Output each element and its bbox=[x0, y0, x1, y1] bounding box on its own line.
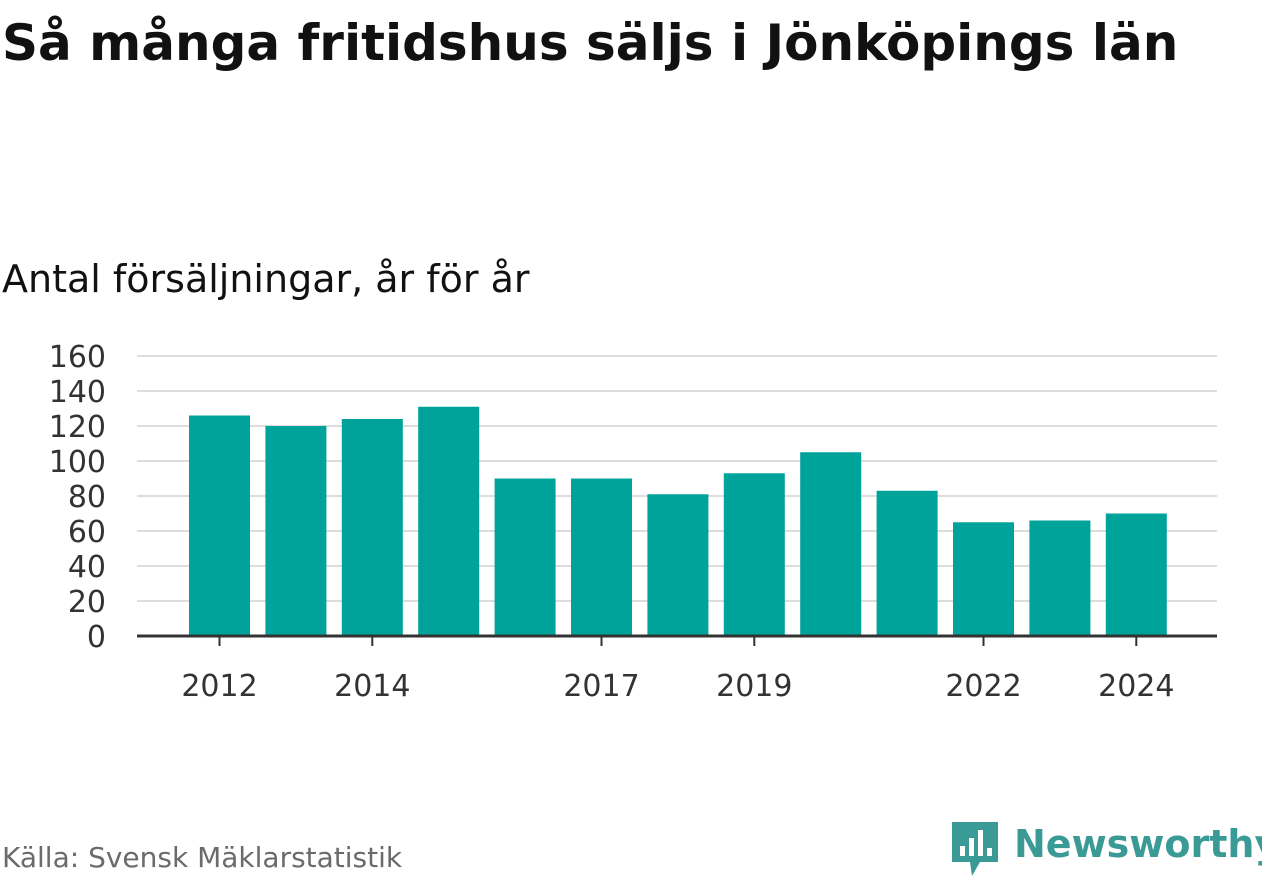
y-tick-label: 160 bbox=[49, 340, 106, 375]
y-tick-label: 120 bbox=[49, 410, 106, 445]
x-tick-label: 2024 bbox=[1098, 669, 1174, 700]
bar-2022 bbox=[953, 522, 1014, 636]
bar-2014 bbox=[341, 419, 403, 636]
bar-2023 bbox=[1029, 520, 1091, 636]
bar-2021 bbox=[876, 490, 938, 636]
bar-2017 bbox=[571, 478, 632, 636]
bar-2016 bbox=[494, 478, 556, 636]
bar-2013 bbox=[265, 426, 327, 636]
y-tick-label: 0 bbox=[87, 620, 106, 655]
x-tick-label: 2022 bbox=[945, 669, 1021, 700]
x-tick-label: 2019 bbox=[716, 669, 792, 700]
x-tick-label: 2012 bbox=[181, 669, 257, 700]
bar-2020 bbox=[800, 452, 862, 636]
y-tick-label: 140 bbox=[49, 375, 106, 410]
bar-2018 bbox=[647, 494, 709, 636]
y-tick-label: 40 bbox=[68, 550, 106, 585]
y-tick-label: 60 bbox=[68, 515, 106, 550]
x-tick-label: 2017 bbox=[563, 669, 639, 700]
bar-2012 bbox=[189, 415, 250, 636]
y-tick-label: 20 bbox=[68, 585, 106, 620]
x-tick-label: 2014 bbox=[334, 669, 410, 700]
bar-2024 bbox=[1105, 513, 1167, 636]
y-tick-label: 80 bbox=[68, 480, 106, 515]
logo-text: Newsworthy bbox=[1014, 822, 1262, 866]
bar-2019 bbox=[723, 473, 785, 636]
source-note: Källa: Svensk Mäklarstatistik bbox=[2, 841, 403, 874]
chart-title: Så många fritidshus säljs i Jönköpings l… bbox=[2, 14, 1179, 72]
newsworthy-bar-icon bbox=[952, 822, 998, 876]
newsworthy-logo: Newsworthy bbox=[950, 818, 1262, 880]
bars bbox=[189, 406, 1167, 636]
y-tick-label: 100 bbox=[49, 445, 106, 480]
bar-2015 bbox=[418, 406, 480, 636]
chart-subtitle: Antal försäljningar, år för år bbox=[2, 257, 530, 301]
